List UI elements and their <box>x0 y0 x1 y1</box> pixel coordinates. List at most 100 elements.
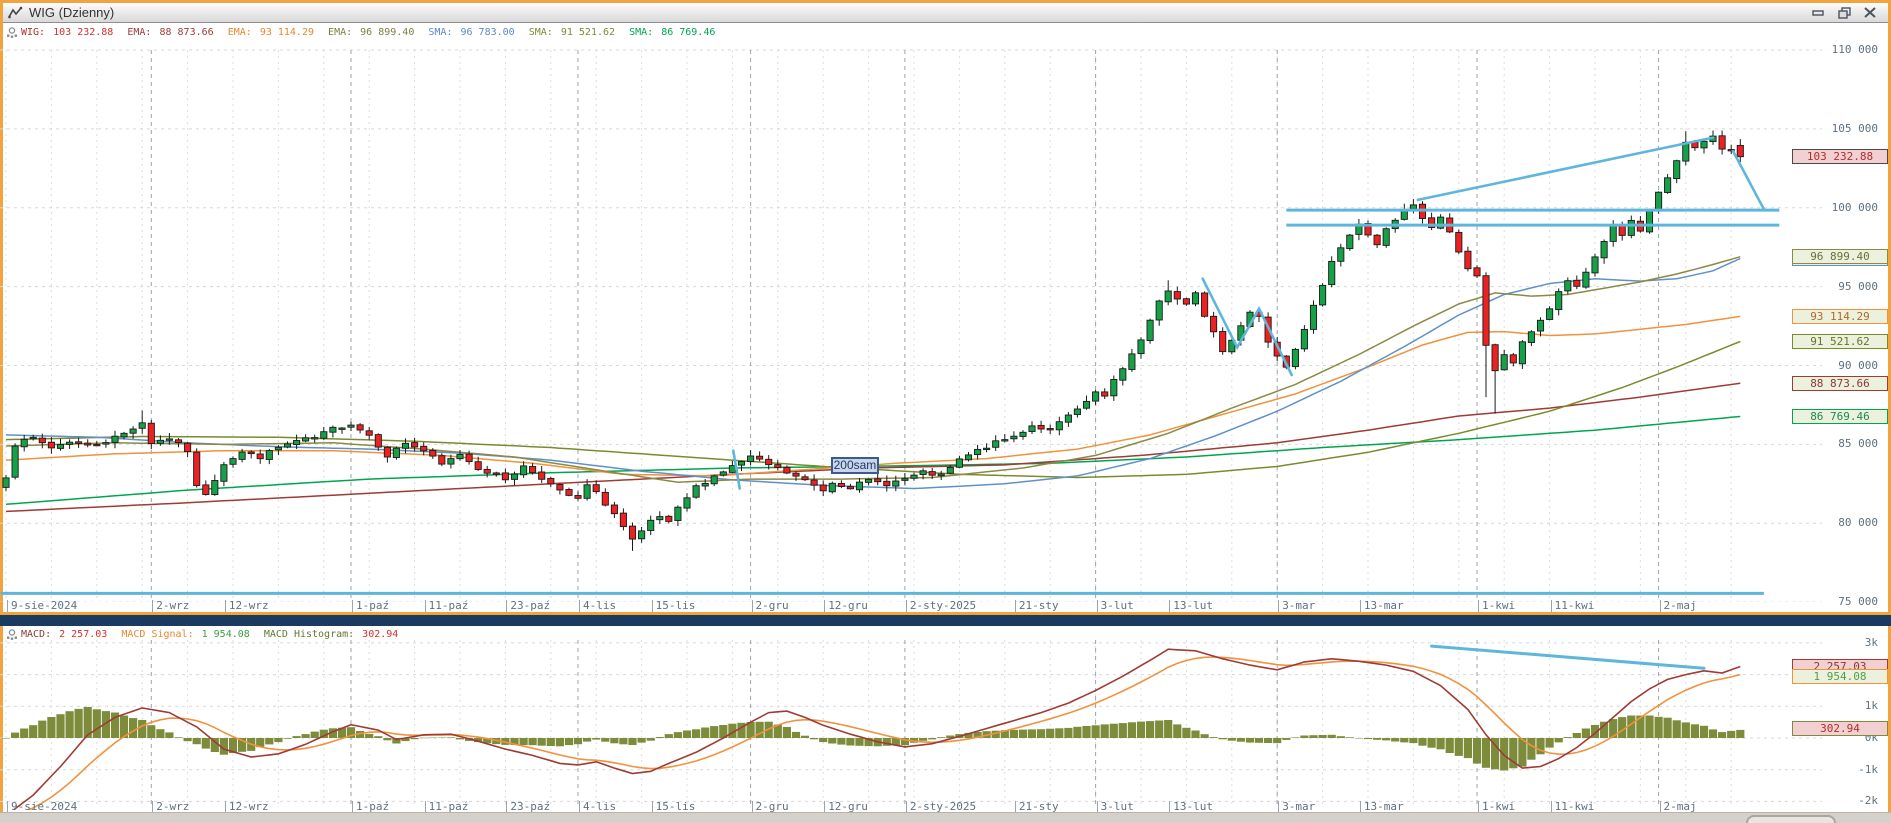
y-axis-tick: -2k <box>1858 794 1878 808</box>
x-axis-tick: 2-maj <box>1659 801 1697 813</box>
x-axis-tick: 9-sie-2024 <box>7 801 77 813</box>
x-axis-tick: 11-kwi <box>1550 600 1594 612</box>
price-tag: 93 114.29 <box>1792 308 1888 324</box>
y-axis-tick: 90 000 <box>1838 358 1878 372</box>
indicator-value: 96 783.00 <box>460 27 527 38</box>
indicator-value: 88 873.66 <box>159 27 226 38</box>
window-border-top <box>0 0 1891 3</box>
macd-value-tag: 1 954.08 <box>1792 668 1888 684</box>
y-axis-tick: 1k <box>1864 699 1878 713</box>
y-axis-tick: 110 000 <box>1831 43 1878 56</box>
macd-chart-svg[interactable] <box>0 638 1872 817</box>
titlebar[interactable]: WIG (Dzienny) <box>3 3 1888 23</box>
y-axis-tick: 95 000 <box>1838 279 1878 293</box>
y-axis-tick: 105 000 <box>1831 121 1878 135</box>
x-axis-tick: 12-wrz <box>224 600 269 612</box>
x-axis-tick: 1-paź <box>352 801 389 813</box>
x-axis-tick: 15-lis <box>651 600 695 612</box>
x-axis-tick: 12-wrz <box>224 801 269 813</box>
indicator-header-macd: MACD: 2 257.03 MACD Signal: 1 954.08 MAC… <box>21 629 412 640</box>
window-border-left <box>0 0 3 823</box>
y-axis-tick: 85 000 <box>1838 437 1878 451</box>
scrollbar-grip[interactable] <box>1746 815 1836 823</box>
x-axis-tick: 11-kwi <box>1550 801 1594 813</box>
indicator-label: SMA: <box>528 27 559 38</box>
panel-divider-accent <box>0 612 1891 615</box>
y-axis-tick: 80 000 <box>1838 516 1878 530</box>
y-axis-tick: 100 000 <box>1831 200 1878 214</box>
panel-separator[interactable] <box>0 615 1891 626</box>
indicator-label: SMA: <box>428 27 459 38</box>
x-axis-tick: 9-sie-2024 <box>7 600 77 612</box>
x-axis-tick: 23-paź <box>506 600 550 612</box>
indicator-label: MACD Histogram: <box>263 629 361 640</box>
x-axis-tick: 3-mar <box>1278 600 1315 612</box>
indicator-label: EMA: <box>127 27 158 38</box>
x-axis-tick: 3-lut <box>1096 801 1134 813</box>
indicator-label: WIG: <box>21 27 52 38</box>
x-axis-tick: 11-paź <box>424 600 468 612</box>
indicator-label: MACD: <box>21 629 58 640</box>
y-axis-tick: 75 000 <box>1838 595 1878 609</box>
price-tag: 103 232.88 <box>1792 149 1888 165</box>
indicator-value: 91 521.62 <box>560 27 628 38</box>
x-axis-tick: 12-gru <box>824 600 868 612</box>
close-button[interactable] <box>1862 6 1878 20</box>
macd-value-tag: 302.94 <box>1792 720 1888 736</box>
restore-button[interactable] <box>1836 6 1852 20</box>
window-buttons <box>1810 6 1888 20</box>
x-axis-tick: 21-sty <box>1014 600 1059 612</box>
window-border-right <box>1888 0 1891 823</box>
x-axis-tick: 1-kwi <box>1477 801 1515 813</box>
x-axis-tick: 3-mar <box>1278 801 1315 813</box>
price-tag: 96 899.40 <box>1792 249 1888 265</box>
price-tag: 86 769.46 <box>1792 408 1888 424</box>
price-chart-svg[interactable] <box>0 26 1872 603</box>
x-axis-tick: 2-maj <box>1659 600 1697 612</box>
chart-line-icon <box>8 6 24 20</box>
indicator-value: 93 114.29 <box>259 27 327 38</box>
x-axis-tick: 15-lis <box>651 801 695 813</box>
x-axis-tick: 11-paź <box>424 801 468 813</box>
indicator-value: 302.94 <box>362 629 411 640</box>
x-axis-tick: 13-lut <box>1169 600 1213 612</box>
chart-grip-icon[interactable] <box>5 628 19 647</box>
y-axis-tick: -1k <box>1858 762 1878 776</box>
indicator-label: SMA: <box>629 27 660 38</box>
indicator-value: 96 899.40 <box>360 27 427 38</box>
x-axis-tick: 21-sty <box>1014 801 1059 813</box>
indicator-value: 2 257.03 <box>59 629 120 640</box>
x-axis-tick: 2-gru <box>751 801 789 813</box>
x-axis-tick: 4-lis <box>579 600 616 612</box>
x-axis-tick: 2-wrz <box>152 600 189 612</box>
indicator-value: 103 232.88 <box>53 27 126 38</box>
minimize-button[interactable] <box>1810 6 1826 20</box>
price-tag: 88 873.66 <box>1792 375 1888 391</box>
price-chart-canvas[interactable] <box>0 26 1872 607</box>
x-axis-tick: 13-mar <box>1359 801 1404 813</box>
indicator-value: 86 769.46 <box>661 27 728 38</box>
indicator-label: EMA: <box>227 27 258 38</box>
x-axis-tick: 23-paź <box>506 801 550 813</box>
indicator-label: MACD Signal: <box>121 629 200 640</box>
price-tag: 91 521.62 <box>1792 333 1888 349</box>
x-axis-tick: 2-sty-2025 <box>905 600 976 612</box>
indicator-label: EMA: <box>328 27 359 38</box>
ma-200-label: 200sam <box>830 456 879 474</box>
indicator-value: 1 954.08 <box>201 629 262 640</box>
x-axis-tick: 12-gru <box>824 801 868 813</box>
x-axis-tick: 2-sty-2025 <box>905 801 976 813</box>
x-axis-tick: 2-wrz <box>152 801 189 813</box>
status-strip <box>0 812 1891 823</box>
chart-grip-icon[interactable] <box>5 26 19 45</box>
window-title: WIG (Dzienny) <box>29 5 115 20</box>
x-axis-tick: 4-lis <box>579 801 616 813</box>
x-axis-tick: 1-kwi <box>1477 600 1515 612</box>
macd-chart-canvas[interactable] <box>0 638 1872 817</box>
y-axis-tick: 3k <box>1864 635 1878 649</box>
indicator-header-price: WIG: 103 232.88 EMA: 88 873.66 EMA: 93 1… <box>21 27 729 38</box>
x-axis-tick: 13-lut <box>1169 801 1213 813</box>
x-axis-tick: 1-paź <box>352 600 389 612</box>
x-axis-tick: 3-lut <box>1096 600 1134 612</box>
